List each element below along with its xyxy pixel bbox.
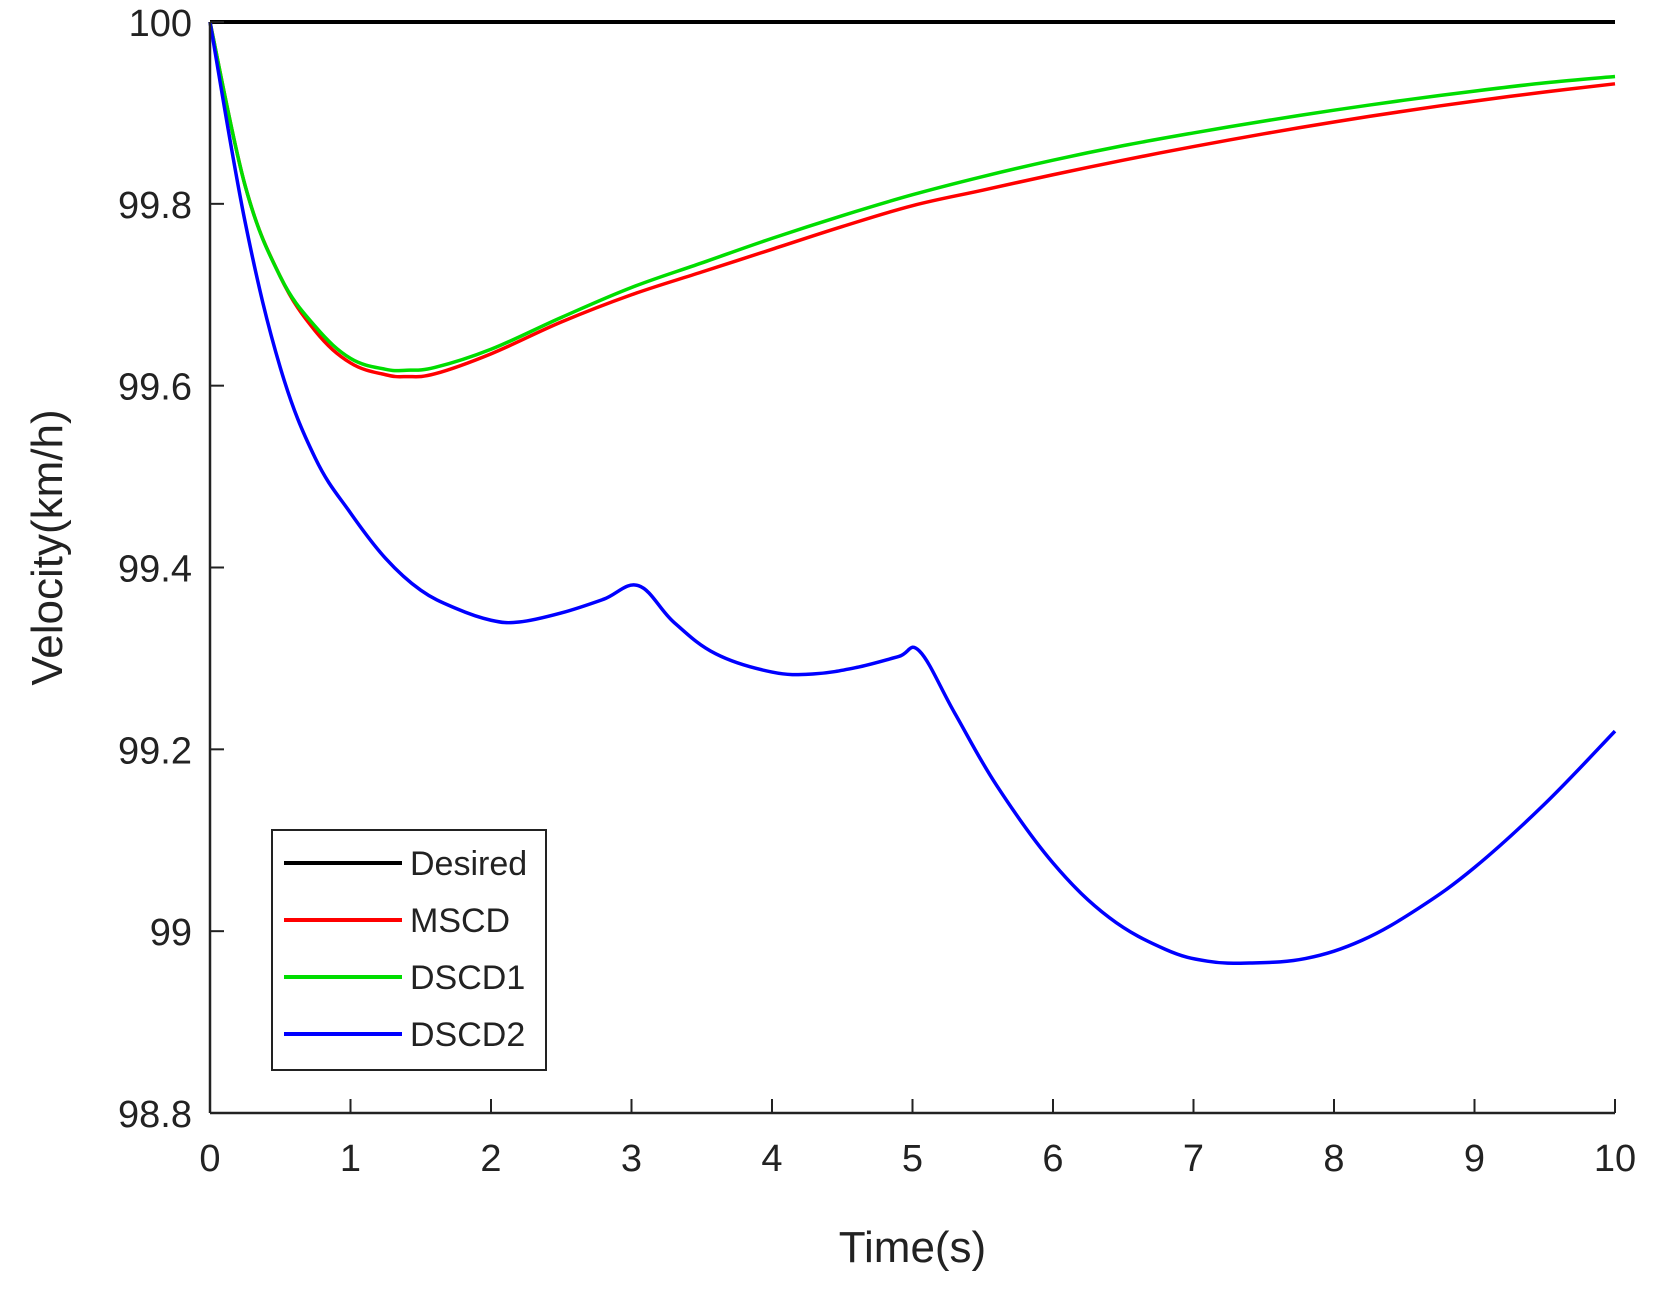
y-tick-label: 98.8 xyxy=(118,1094,192,1136)
x-tick-label: 10 xyxy=(1594,1138,1636,1180)
x-tick-label: 8 xyxy=(1323,1138,1344,1180)
series-line-dscd2 xyxy=(208,21,1617,966)
series-layer xyxy=(208,20,1617,966)
y-tick-label: 99.4 xyxy=(118,549,192,591)
y-tick-label: 99 xyxy=(150,912,192,954)
x-tick-label: 7 xyxy=(1183,1138,1204,1180)
x-tick-label: 5 xyxy=(902,1138,923,1180)
series-line-mscd xyxy=(208,21,1616,379)
y-tick-label: 100 xyxy=(129,3,192,45)
x-tick-label: 2 xyxy=(480,1138,501,1180)
legend-label-dscd1: DSCD1 xyxy=(410,959,525,997)
legend-label-mscd: MSCD xyxy=(410,902,510,940)
x-tick-label: 0 xyxy=(199,1138,220,1180)
series-line-dscd1 xyxy=(208,21,1616,373)
y-axis-title: Velocity(km/h) xyxy=(23,409,72,685)
y-tick-label: 99.6 xyxy=(118,367,192,409)
x-tick-label: 9 xyxy=(1464,1138,1485,1180)
x-axis-title: Time(s) xyxy=(839,1223,986,1272)
x-tick-label: 1 xyxy=(340,1138,361,1180)
x-tick-label: 3 xyxy=(621,1138,642,1180)
x-tick-label: 4 xyxy=(761,1138,782,1180)
y-tick-label: 99.8 xyxy=(118,185,192,227)
legend-label-dscd2: DSCD2 xyxy=(410,1016,525,1054)
legend: Desired MSCD DSCD1 DSCD2 xyxy=(271,829,547,1071)
y-tick-label: 99.2 xyxy=(118,730,192,772)
legend-box xyxy=(271,829,547,1071)
legend-label-desired: Desired xyxy=(410,845,527,883)
ticks-layer: 0 1 2 3 4 5 6 7 8 9 10 98.8 99 99.2 99.4 99.6 99.8 100 xyxy=(118,3,1636,1180)
x-tick-label: 6 xyxy=(1042,1138,1063,1180)
